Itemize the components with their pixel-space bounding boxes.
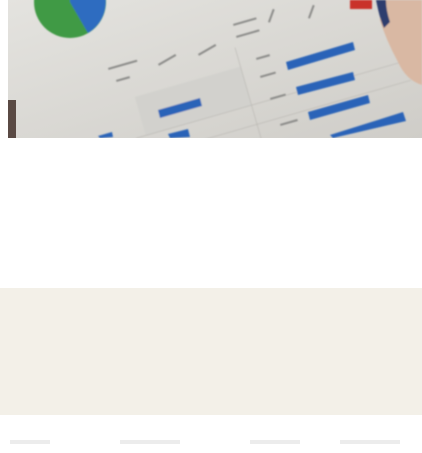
marker <box>350 0 372 9</box>
beige-band <box>0 288 422 415</box>
table-edge <box>8 100 16 138</box>
faint-row <box>0 430 422 453</box>
report-photo <box>8 0 422 138</box>
screen <box>0 0 422 453</box>
faint-text <box>10 440 400 444</box>
